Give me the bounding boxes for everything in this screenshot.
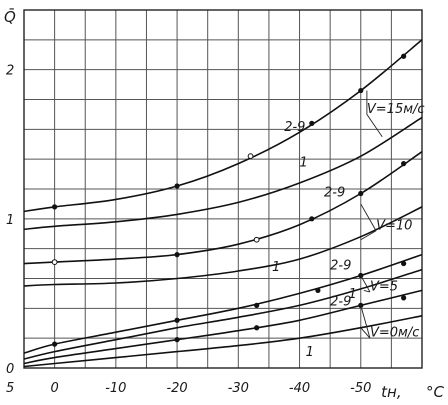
label-leader: [360, 230, 377, 241]
data-point: [51, 259, 58, 265]
y-tick-label: 2: [6, 64, 14, 79]
data-point: [401, 53, 407, 59]
curve-label-v-5: V=5: [370, 279, 398, 294]
data-point: [52, 341, 58, 347]
x-tick-label: -40: [289, 381, 310, 396]
x-tick-label: -50: [350, 381, 371, 396]
data-point: [358, 190, 364, 197]
label-leader: [360, 305, 371, 339]
curve-label-2-9: 2-9: [330, 294, 351, 309]
label-leader: [360, 327, 371, 339]
curve-label-v-10: V=10: [376, 218, 412, 233]
data-point: [254, 302, 260, 308]
label-leader: [360, 203, 377, 231]
label-layer: 2-9V=15м/с12-9V=101 2-9V=512-9V=0м/с1: [272, 90, 425, 360]
data-point: [315, 287, 321, 294]
label-leader: [366, 114, 383, 138]
x-axis-label: °C: [426, 383, 445, 401]
curve-label-v-0м-с: V=0м/с: [370, 326, 419, 341]
curve-label-1: 1: [306, 345, 314, 360]
data-point: [401, 260, 407, 267]
data-point: [358, 87, 364, 94]
curve-label-v-15м-с: V=15м/с: [367, 102, 425, 117]
x-tick-label: -10: [105, 381, 126, 396]
data-point: [174, 337, 180, 343]
grid-layer: [24, 10, 422, 368]
data-point: [247, 153, 254, 160]
data-point: [401, 161, 407, 167]
curve-label-1: 1: [349, 287, 357, 302]
y-tick-label: 0: [6, 362, 14, 377]
series-line-v-0м-с-1: [23, 315, 423, 368]
data-point: [174, 252, 180, 258]
y-tick-label: 1: [6, 213, 14, 228]
x-tick-label: -30: [228, 381, 249, 396]
series-line-v-15м-с-2-9: [23, 39, 423, 213]
data-point: [174, 317, 180, 323]
curve-label-1: 1: [272, 260, 280, 275]
curve-label-2-9: 2-9: [330, 259, 351, 274]
x-axis-label: tн,: [381, 383, 401, 401]
marker-layer: [51, 53, 407, 347]
series-line-v-10-1: [23, 206, 423, 287]
x-tick-label: 0: [50, 381, 58, 396]
series-line-v-0м-с-2-9: [23, 289, 423, 365]
label-leader: [363, 289, 371, 293]
curve-label-1: 1: [300, 156, 308, 171]
series-line-v-10-2-9: [23, 151, 423, 265]
series-line-v-5-1: [23, 268, 423, 360]
data-point: [309, 216, 315, 222]
y-axis-label: Q̄: [4, 7, 16, 26]
data-point: [254, 325, 260, 331]
x-tick-label: -20: [166, 381, 187, 396]
curve-layer: [23, 39, 423, 368]
tick-layer: 0 1 2 5 0 -10 -20 -30 -40 -50 tн, °C: [6, 64, 445, 401]
data-point: [309, 120, 315, 126]
data-point: [401, 295, 407, 301]
data-point: [174, 183, 180, 189]
curve-label-2-9: 2-9: [324, 185, 345, 200]
data-point: [52, 204, 58, 210]
series-line-v-15м-с-1: [23, 116, 423, 231]
curve-label-2-9: 2-9: [284, 120, 305, 135]
x-tick-label: 5: [6, 381, 14, 396]
data-point: [253, 236, 260, 243]
label-leader: [360, 275, 371, 293]
plot-frame: [23, 9, 423, 369]
